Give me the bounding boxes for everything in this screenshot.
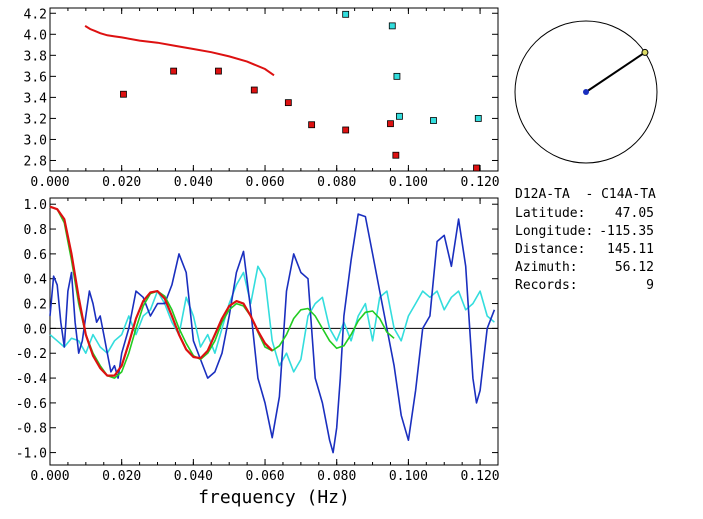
dispersion-x-tick-label: 0.000 xyxy=(30,175,69,190)
correlation-y-tick-label: -0.8 xyxy=(16,422,47,437)
cyan-measurement-point xyxy=(430,117,437,124)
dispersion-x-tick-label: 0.040 xyxy=(174,175,213,190)
latitude-value: 47.05 xyxy=(615,206,654,221)
red-measurement-point xyxy=(387,120,394,128)
azimuth-dial-circle xyxy=(514,20,658,164)
azimuth-dial xyxy=(514,20,658,164)
records-value: 9 xyxy=(646,278,654,293)
correlation-y-tick-label: 0.6 xyxy=(24,248,47,263)
blue-correlation-curve xyxy=(49,213,496,454)
dispersion-y-tick-label: 4.0 xyxy=(24,28,47,43)
station-info: D12A-TA - C14A-TA Latitude: 47.05 Longit… xyxy=(515,187,656,293)
longitude-value: -115.35 xyxy=(599,224,654,239)
correlation-series xyxy=(49,205,496,454)
dispersion-y-tick-label: 3.4 xyxy=(24,91,48,106)
dispersion-x-tick-label: 0.020 xyxy=(102,175,141,190)
red-measurement-point xyxy=(342,126,350,134)
dispersion-panel: 0.000 0.020 0.040 0.060 0.080 0.100 0.120 2.8 3.… xyxy=(24,7,500,190)
correlation-y-tick-label: 0.0 xyxy=(24,322,47,337)
dispersion-y-tick-label: 2.8 xyxy=(24,154,47,169)
longitude-label: Longitude: xyxy=(515,224,593,239)
red-measurement-point xyxy=(284,99,292,107)
station-pair: D12A-TA - C14A-TA xyxy=(515,187,656,202)
dispersion-x-tick-label: 0.120 xyxy=(461,175,500,190)
cyan-measurement-point xyxy=(342,10,350,18)
correlation-x-tick-label: 0.060 xyxy=(245,469,284,484)
dispersion-y-tick-label: 3.0 xyxy=(24,133,47,148)
red-measurement-point xyxy=(392,151,400,159)
red-measurement-point xyxy=(215,67,222,75)
x-axis-label: frequency (Hz) xyxy=(198,487,350,508)
distance-value: 145.11 xyxy=(607,242,654,257)
correlation-x-tick-label: 0.020 xyxy=(102,469,141,484)
records-label: Records: xyxy=(515,278,578,293)
cyan-measurement-point xyxy=(474,115,482,122)
dispersion-x-tick-label: 0.100 xyxy=(389,175,428,190)
correlation-y-tick-label: -1.0 xyxy=(16,447,47,462)
red-measurement-point xyxy=(120,90,127,98)
correlation-panel: 0.000 0.020 0.040 0.060 0.080 0.100 0.120 -1.0 -… xyxy=(16,197,500,508)
correlation-y-tick-label: 1.0 xyxy=(24,198,47,213)
red-measurement-point xyxy=(473,164,480,172)
dispersion-series xyxy=(84,10,482,172)
correlation-x-tick-label: 0.100 xyxy=(389,469,428,484)
dispersion-y-tick-label: 3.2 xyxy=(24,112,47,127)
distance-label: Distance: xyxy=(515,242,585,257)
cyan-measurement-point xyxy=(396,112,403,120)
correlation-x-tick-label: 0.080 xyxy=(317,469,356,484)
red-correlation-curve xyxy=(49,205,273,377)
correlation-x-tick-label: 0.040 xyxy=(174,469,213,484)
correlation-y-tick-label: -0.6 xyxy=(16,397,47,412)
correlation-y-tick-label: -0.4 xyxy=(16,372,47,387)
azimuth-end-dot xyxy=(641,48,649,56)
red-measurement-point xyxy=(170,67,178,75)
correlation-plot-frame xyxy=(49,197,499,466)
dispersion-curve xyxy=(84,25,275,77)
dispersion-x-tick-label: 0.060 xyxy=(245,175,284,190)
correlation-x-tick-label: 0.000 xyxy=(30,469,69,484)
cyan-correlation-curve xyxy=(49,265,495,373)
dispersion-x-tick-label: 0.080 xyxy=(317,175,356,190)
correlation-y-tick-label: -0.2 xyxy=(16,347,47,362)
azimuth-needle xyxy=(585,51,646,93)
correlation-y-tick-label: 0.8 xyxy=(24,223,47,238)
red-measurement-point xyxy=(250,86,258,94)
dispersion-ticks: 0.000 0.020 0.040 0.060 0.080 0.100 0.120 2.8 3.… xyxy=(24,7,500,190)
dispersion-y-tick-label: 3.6 xyxy=(24,70,47,85)
latitude-label: Latitude: xyxy=(515,206,585,221)
correlation-y-tick-label: 0.2 xyxy=(24,298,47,313)
azimuth-label: Azimuth: xyxy=(515,260,578,275)
cyan-measurement-point xyxy=(388,22,396,30)
azimuth-value: 56.12 xyxy=(615,260,654,275)
red-measurement-point xyxy=(308,121,316,129)
azimuth-center-dot xyxy=(583,89,589,95)
correlation-ticks: 0.000 0.020 0.040 0.060 0.080 0.100 0.120 -1.0 -… xyxy=(16,198,500,484)
cyan-measurement-point xyxy=(393,72,401,80)
correlation-x-tick-label: 0.120 xyxy=(461,469,500,484)
dispersion-y-tick-label: 4.2 xyxy=(24,7,47,22)
dispersion-plot-frame xyxy=(49,7,499,172)
dispersion-y-tick-label: 3.8 xyxy=(24,49,47,64)
correlation-y-tick-label: 0.4 xyxy=(24,273,48,288)
